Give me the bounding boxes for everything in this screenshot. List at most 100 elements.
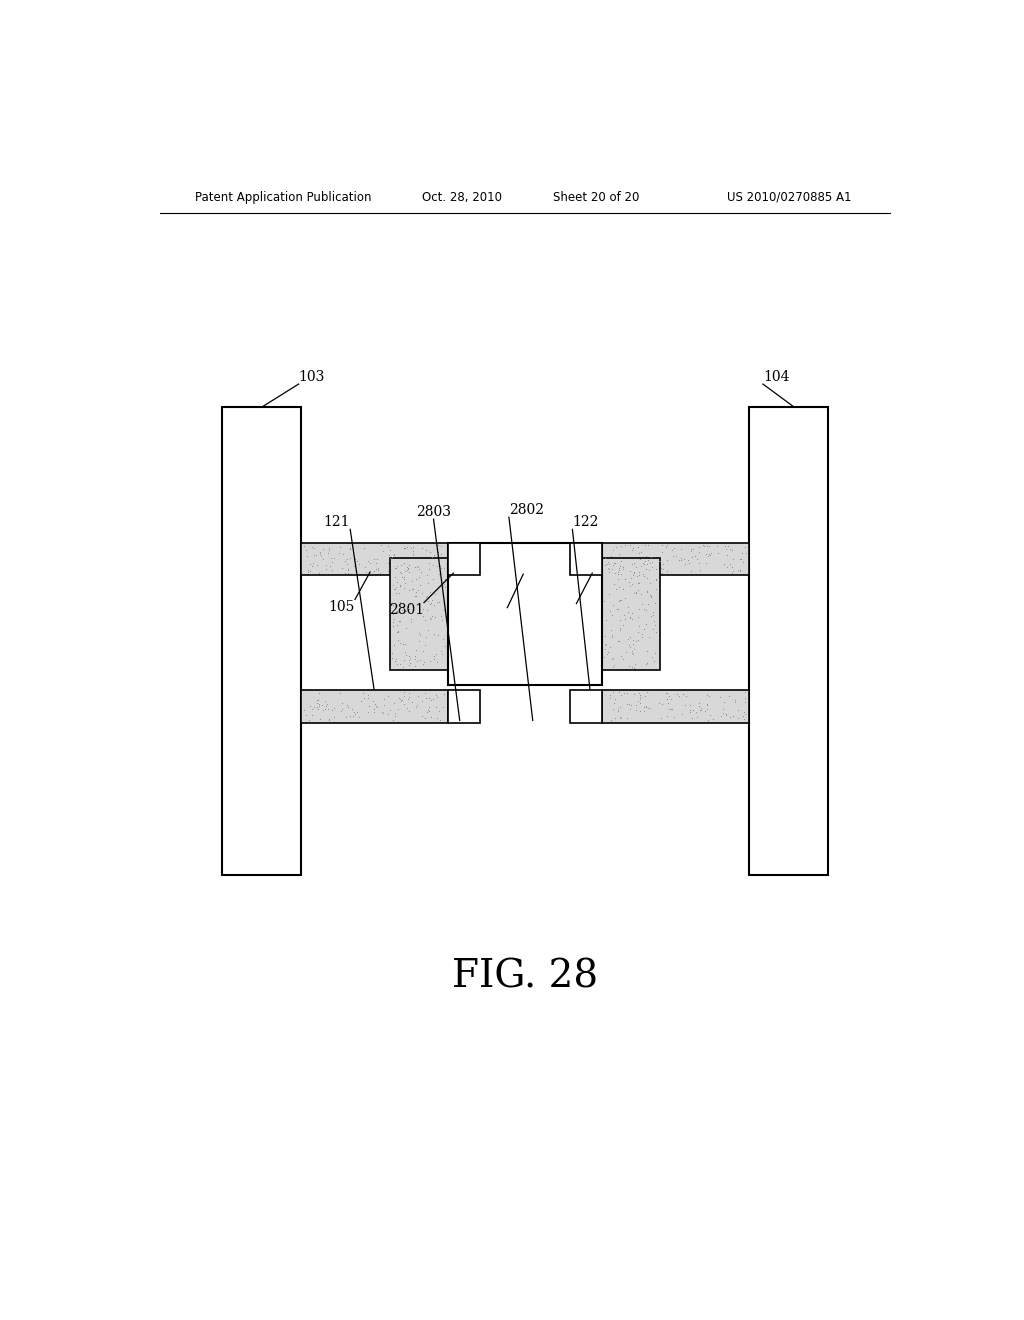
- Point: [631, 564, 647, 585]
- Point: [615, 614, 632, 635]
- Point: [654, 558, 671, 579]
- Point: [617, 609, 634, 630]
- Point: [625, 553, 641, 574]
- Point: [341, 537, 357, 558]
- Point: [350, 553, 367, 574]
- Point: [400, 688, 417, 709]
- Point: [419, 585, 435, 606]
- Point: [638, 696, 654, 717]
- Point: [401, 561, 418, 582]
- Point: [435, 697, 452, 718]
- Point: [736, 681, 753, 702]
- Point: [340, 696, 356, 717]
- Point: [615, 578, 632, 599]
- Point: [692, 700, 709, 721]
- Point: [324, 552, 340, 573]
- Point: [348, 550, 365, 572]
- Point: [625, 540, 641, 561]
- Point: [334, 557, 350, 578]
- Point: [626, 684, 642, 705]
- Point: [389, 614, 406, 635]
- Point: [386, 649, 402, 671]
- Point: [673, 548, 689, 569]
- Point: [624, 642, 640, 663]
- Point: [387, 648, 403, 669]
- Point: [349, 701, 366, 722]
- Point: [660, 685, 677, 706]
- Point: [408, 581, 424, 602]
- Point: [390, 620, 407, 642]
- Point: [315, 700, 332, 721]
- Point: [392, 554, 409, 576]
- Point: [630, 606, 646, 627]
- Point: [390, 698, 407, 719]
- Point: [719, 557, 735, 578]
- Point: [622, 627, 638, 648]
- Point: [673, 549, 689, 570]
- Bar: [301, 690, 447, 722]
- Point: [610, 630, 627, 651]
- Point: [424, 546, 440, 568]
- Point: [388, 582, 404, 603]
- Point: [643, 606, 659, 627]
- Point: [319, 698, 336, 719]
- Point: [697, 553, 714, 574]
- Point: [333, 700, 349, 721]
- Point: [623, 694, 639, 715]
- Point: [297, 704, 313, 725]
- Point: [296, 536, 312, 557]
- Text: 103: 103: [299, 370, 325, 384]
- Point: [722, 539, 738, 560]
- Point: [616, 568, 633, 589]
- Bar: [570, 690, 602, 722]
- Point: [397, 601, 414, 622]
- Point: [664, 698, 680, 719]
- Point: [625, 565, 641, 586]
- Point: [714, 706, 730, 727]
- Point: [668, 545, 684, 566]
- Point: [640, 550, 656, 572]
- Point: [653, 693, 670, 714]
- Point: [647, 593, 664, 614]
- Point: [394, 689, 411, 710]
- Point: [398, 618, 415, 639]
- Point: [392, 576, 409, 597]
- Point: [427, 685, 443, 706]
- Point: [424, 554, 440, 576]
- Point: [327, 698, 343, 719]
- Point: [612, 550, 629, 572]
- Point: [659, 561, 676, 582]
- Point: [623, 698, 639, 719]
- Point: [322, 537, 338, 558]
- Point: [403, 537, 420, 558]
- Point: [426, 645, 442, 667]
- Point: [639, 652, 655, 673]
- Point: [678, 685, 694, 706]
- Point: [636, 598, 652, 619]
- Point: [660, 692, 677, 713]
- Point: [360, 701, 377, 722]
- Point: [597, 639, 613, 660]
- Point: [339, 560, 355, 581]
- Point: [400, 645, 417, 667]
- Point: [642, 572, 658, 593]
- Point: [400, 686, 417, 708]
- Point: [384, 615, 400, 636]
- Bar: [602, 543, 749, 576]
- Point: [426, 545, 442, 566]
- Point: [376, 694, 392, 715]
- Point: [434, 628, 451, 649]
- Point: [680, 553, 696, 574]
- Point: [639, 582, 655, 603]
- Point: [369, 553, 385, 574]
- Bar: [301, 543, 447, 576]
- Point: [391, 688, 408, 709]
- Point: [631, 573, 647, 594]
- Point: [693, 697, 710, 718]
- Point: [618, 682, 635, 704]
- Point: [298, 540, 314, 561]
- Point: [413, 561, 429, 582]
- Point: [677, 694, 693, 715]
- Point: [677, 553, 693, 574]
- Point: [335, 544, 351, 565]
